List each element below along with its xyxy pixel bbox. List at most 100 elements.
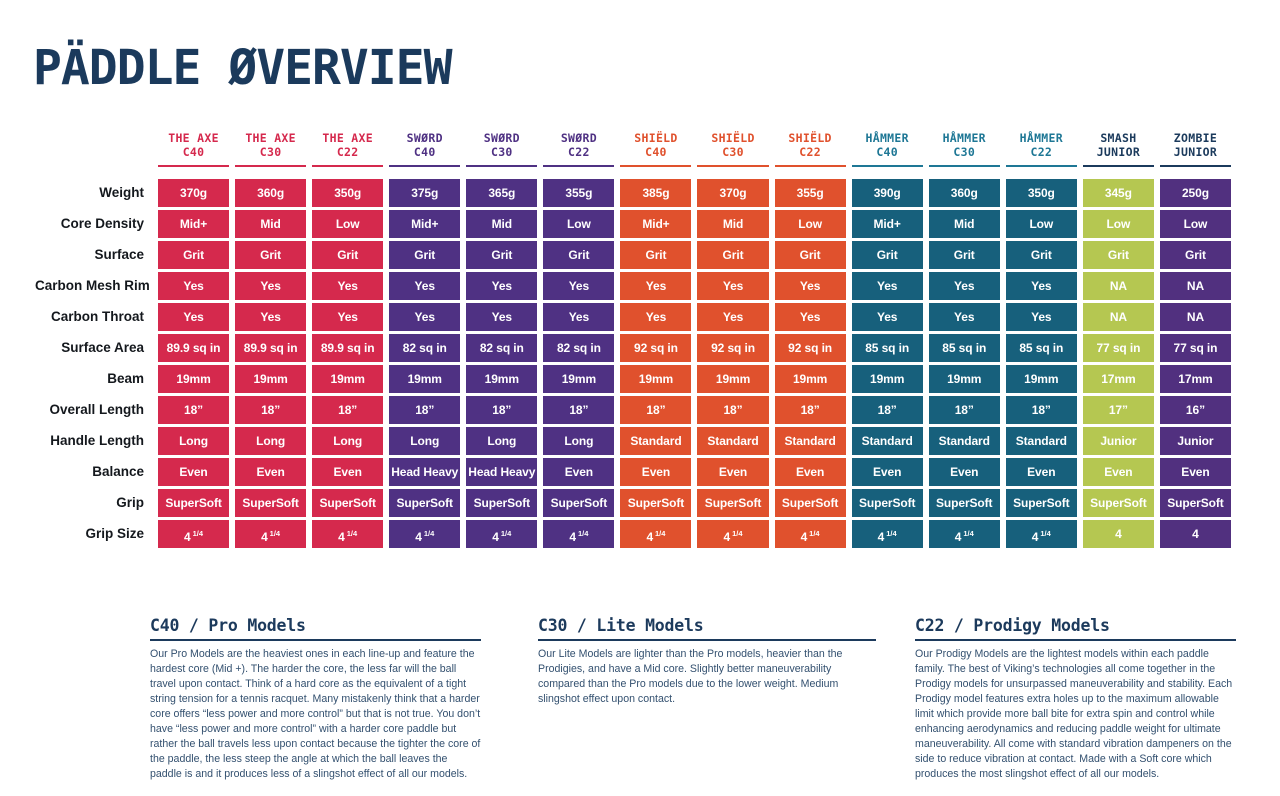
spec-cell: Yes (1005, 302, 1077, 331)
spec-cell: NA (1159, 302, 1231, 331)
spec-cell: Junior (1159, 426, 1231, 455)
spec-cell: 85 sq in (1005, 333, 1077, 362)
spec-cell: Standard (697, 426, 769, 455)
spec-cell: 4 (1159, 519, 1231, 548)
spec-cell: Low (1159, 209, 1231, 238)
spec-cell: 4 1/4 (620, 519, 692, 548)
spec-cell: SuperSoft (928, 488, 1000, 517)
spec-cell: 4 1/4 (466, 519, 538, 548)
column-header-shi-ld-c40: SHIËLD C40 (620, 131, 692, 167)
spec-cell: 18” (697, 395, 769, 424)
spec-cell: 92 sq in (774, 333, 846, 362)
spec-cell: Head Heavy (466, 457, 538, 486)
column-header-sw-rd-c40: SWØRD C40 (389, 131, 461, 167)
spec-cell: Mid (466, 209, 538, 238)
row-label: Handle Length (50, 432, 144, 448)
column-header-the-axe-c22: THE AXE C22 (312, 131, 384, 167)
spec-cell: Standard (928, 426, 1000, 455)
spec-cell: Yes (158, 302, 230, 331)
fraction-superscript: 1/4 (886, 528, 897, 538)
spec-cell: Mid (928, 209, 1000, 238)
spec-cell: Grit (620, 240, 692, 269)
note-heading: C40 / Pro Models (150, 616, 481, 641)
spec-cell: NA (1159, 271, 1231, 300)
spec-cell: 19mm (543, 364, 615, 393)
spec-cell: Grit (851, 240, 923, 269)
spec-cell: 360g (235, 178, 307, 207)
spec-cell: Grit (466, 240, 538, 269)
spec-cell: SuperSoft (1005, 488, 1077, 517)
column-header-smash-junior: SMASH JUNIOR (1082, 131, 1154, 167)
spec-cell: Yes (389, 271, 461, 300)
spec-cell: 345g (1082, 178, 1154, 207)
spec-cell: Yes (466, 302, 538, 331)
spec-cell: Long (389, 426, 461, 455)
fraction-superscript: 1/4 (732, 528, 743, 538)
spec-cell: Yes (543, 302, 615, 331)
fraction-superscript: 1/4 (192, 528, 204, 538)
spec-cell: 4 1/4 (774, 519, 846, 548)
note-block-2: C30 / Lite Models Our Lite Models are lig… (538, 616, 876, 707)
spec-cell: 18” (928, 395, 1000, 424)
spec-cell: 19mm (312, 364, 384, 393)
note-heading: C30 / Lite Models (538, 616, 876, 641)
spec-cell: 18” (1005, 395, 1077, 424)
spec-cell: Low (774, 209, 846, 238)
spec-cell: Mid (697, 209, 769, 238)
note-body: Our Pro Models are the heaviest ones in … (150, 648, 481, 780)
spec-cell: 18” (389, 395, 461, 424)
spec-cell: 355g (543, 178, 615, 207)
spec-cell: Mid+ (158, 209, 230, 238)
spec-cell: SuperSoft (1159, 488, 1231, 517)
spec-cell: Grit (774, 240, 846, 269)
fraction-superscript: 1/4 (1040, 528, 1051, 538)
spec-cell: Even (620, 457, 692, 486)
spec-cell: 19mm (235, 364, 307, 393)
spec-cell: 4 1/4 (158, 519, 230, 548)
spec-cell: Grit (1082, 240, 1154, 269)
spec-cell: 82 sq in (543, 333, 615, 362)
note-block-1: C40 / Pro Models Our Pro Models are the h… (150, 616, 481, 782)
spec-cell: SuperSoft (851, 488, 923, 517)
note-block-3: C22 / Prodigy Models Our Prodigy Models a… (915, 616, 1236, 782)
spec-cell: 19mm (774, 364, 846, 393)
spec-cell: 19mm (158, 364, 230, 393)
column-header-the-axe-c40: THE AXE C40 (158, 131, 230, 167)
spec-cell: Even (235, 457, 307, 486)
spec-cell: 17” (1082, 395, 1154, 424)
spec-cell: 17mm (1082, 364, 1154, 393)
spec-cell: 375g (389, 178, 461, 207)
spec-cell: Yes (928, 302, 1000, 331)
row-label: Surface (94, 246, 144, 262)
spec-cell: Yes (1005, 271, 1077, 300)
spec-cell: 18” (312, 395, 384, 424)
fraction-superscript: 1/4 (500, 528, 512, 538)
spec-cell: Standard (774, 426, 846, 455)
spec-cell: 85 sq in (928, 333, 1000, 362)
spec-cell: Long (235, 426, 307, 455)
column-header-sw-rd-c22: SWØRD C22 (543, 131, 615, 167)
spec-cell: Head Heavy (389, 457, 461, 486)
spec-cell: 365g (466, 178, 538, 207)
spec-cell: 4 1/4 (312, 519, 384, 548)
spec-cell: Yes (620, 271, 692, 300)
spec-cell: Yes (697, 271, 769, 300)
spec-cell: Low (312, 209, 384, 238)
row-label: Weight (99, 184, 144, 200)
spec-table: THE AXE C40 THE AXE C30 THE AXE C22 SWØRD C40 SW… (35, 131, 1231, 548)
spec-cell: SuperSoft (774, 488, 846, 517)
note-body: Our Lite Models are lighter than the Pro… (538, 648, 843, 705)
spec-cell: Yes (235, 271, 307, 300)
spec-cell: NA (1082, 271, 1154, 300)
spec-cell: Long (312, 426, 384, 455)
spec-cell: 18” (466, 395, 538, 424)
row-label: Core Density (60, 215, 144, 231)
spec-cell: Yes (543, 271, 615, 300)
note-heading: C22 / Prodigy Models (915, 616, 1236, 641)
spec-cell: Grit (697, 240, 769, 269)
spec-cell: 350g (312, 178, 384, 207)
spec-cell: SuperSoft (389, 488, 461, 517)
spec-cell: SuperSoft (235, 488, 307, 517)
spec-cell: Yes (774, 271, 846, 300)
column-header-h-mmer-c22: HÅMMER C22 (1005, 131, 1077, 167)
